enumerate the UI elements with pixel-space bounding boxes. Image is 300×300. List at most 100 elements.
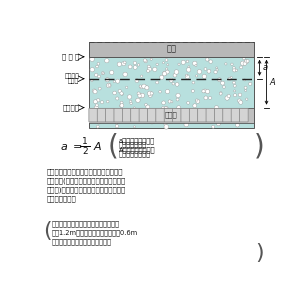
Circle shape — [177, 106, 181, 110]
Circle shape — [227, 94, 230, 98]
FancyBboxPatch shape — [181, 108, 190, 122]
Circle shape — [98, 75, 100, 78]
Circle shape — [143, 59, 147, 62]
Circle shape — [232, 81, 235, 84]
Circle shape — [108, 84, 111, 86]
Circle shape — [97, 62, 100, 65]
Text: 1: 1 — [82, 137, 88, 146]
Text: 管の頂点: 管の頂点 — [62, 104, 79, 111]
Bar — [89, 108, 254, 123]
Circle shape — [123, 72, 127, 76]
FancyBboxPatch shape — [97, 108, 106, 122]
Circle shape — [129, 100, 132, 103]
Circle shape — [181, 60, 185, 64]
Circle shape — [216, 122, 220, 126]
Circle shape — [105, 58, 109, 63]
Circle shape — [196, 99, 200, 103]
Circle shape — [142, 84, 146, 88]
Circle shape — [172, 82, 175, 85]
Circle shape — [244, 89, 247, 92]
Circle shape — [193, 61, 197, 66]
Circle shape — [164, 107, 166, 109]
Circle shape — [246, 98, 248, 100]
Text: (: ( — [107, 133, 118, 161]
Text: 頂点までの深さ: 頂点までの深さ — [119, 151, 151, 157]
Circle shape — [196, 75, 198, 77]
Circle shape — [130, 102, 132, 105]
Circle shape — [106, 100, 109, 103]
Circle shape — [92, 89, 96, 93]
Circle shape — [148, 94, 152, 98]
Circle shape — [120, 92, 123, 95]
Circle shape — [105, 78, 110, 82]
Circle shape — [243, 62, 247, 65]
Circle shape — [249, 82, 252, 85]
Circle shape — [206, 89, 210, 94]
Circle shape — [150, 92, 153, 95]
Circle shape — [115, 124, 118, 128]
Circle shape — [113, 81, 115, 82]
Circle shape — [139, 85, 142, 87]
Circle shape — [233, 67, 235, 69]
Circle shape — [244, 79, 246, 81]
Circle shape — [93, 100, 98, 104]
Text: 埋設標識: 埋設標識 — [64, 73, 79, 79]
Circle shape — [188, 66, 190, 68]
Circle shape — [214, 70, 217, 74]
Circle shape — [232, 68, 236, 72]
Circle shape — [225, 96, 229, 100]
Circle shape — [165, 59, 168, 62]
Circle shape — [187, 101, 190, 104]
Circle shape — [164, 106, 167, 110]
Circle shape — [120, 105, 122, 107]
Circle shape — [176, 93, 180, 98]
Circle shape — [147, 65, 150, 68]
Circle shape — [216, 67, 218, 69]
Circle shape — [97, 121, 100, 124]
Circle shape — [216, 69, 218, 71]
Text: A：地表面から管の: A：地表面から管の — [119, 146, 155, 153]
Circle shape — [225, 63, 227, 65]
Text: と地表面(舗装が施される場合は、舗装の: と地表面(舗装が施される場合は、舗装の — [47, 178, 126, 184]
Circle shape — [90, 57, 94, 61]
FancyBboxPatch shape — [223, 108, 231, 122]
Circle shape — [164, 122, 167, 125]
Circle shape — [212, 125, 215, 128]
Circle shape — [184, 122, 189, 127]
Circle shape — [236, 69, 238, 71]
FancyBboxPatch shape — [164, 108, 173, 122]
Circle shape — [116, 97, 119, 100]
Circle shape — [165, 106, 168, 110]
Text: a: a — [61, 142, 68, 152]
Text: 管路布設後、埋設標識シートを管の頂点: 管路布設後、埋設標識シートを管の頂点 — [47, 169, 123, 175]
Circle shape — [140, 75, 143, 77]
Circle shape — [120, 101, 123, 104]
Circle shape — [145, 103, 147, 106]
Circle shape — [133, 107, 135, 109]
Circle shape — [136, 98, 140, 103]
Circle shape — [169, 78, 173, 82]
Circle shape — [137, 92, 140, 95]
Circle shape — [228, 77, 231, 80]
Circle shape — [166, 68, 168, 70]
FancyBboxPatch shape — [148, 108, 156, 122]
FancyBboxPatch shape — [198, 108, 206, 122]
FancyBboxPatch shape — [172, 108, 181, 122]
Circle shape — [100, 101, 103, 104]
Circle shape — [193, 104, 197, 108]
Circle shape — [219, 92, 222, 95]
Circle shape — [233, 84, 236, 87]
Circle shape — [151, 122, 153, 124]
Text: の位置に埋設してください。: の位置に埋設してください。 — [52, 238, 112, 245]
Circle shape — [140, 86, 142, 89]
Circle shape — [185, 75, 189, 79]
Bar — [89, 42, 254, 128]
Circle shape — [146, 105, 150, 109]
Circle shape — [238, 99, 241, 103]
Circle shape — [167, 64, 169, 66]
Circle shape — [191, 89, 194, 92]
FancyBboxPatch shape — [189, 108, 198, 122]
Circle shape — [230, 76, 232, 79]
Circle shape — [168, 100, 171, 103]
Circle shape — [138, 94, 141, 98]
